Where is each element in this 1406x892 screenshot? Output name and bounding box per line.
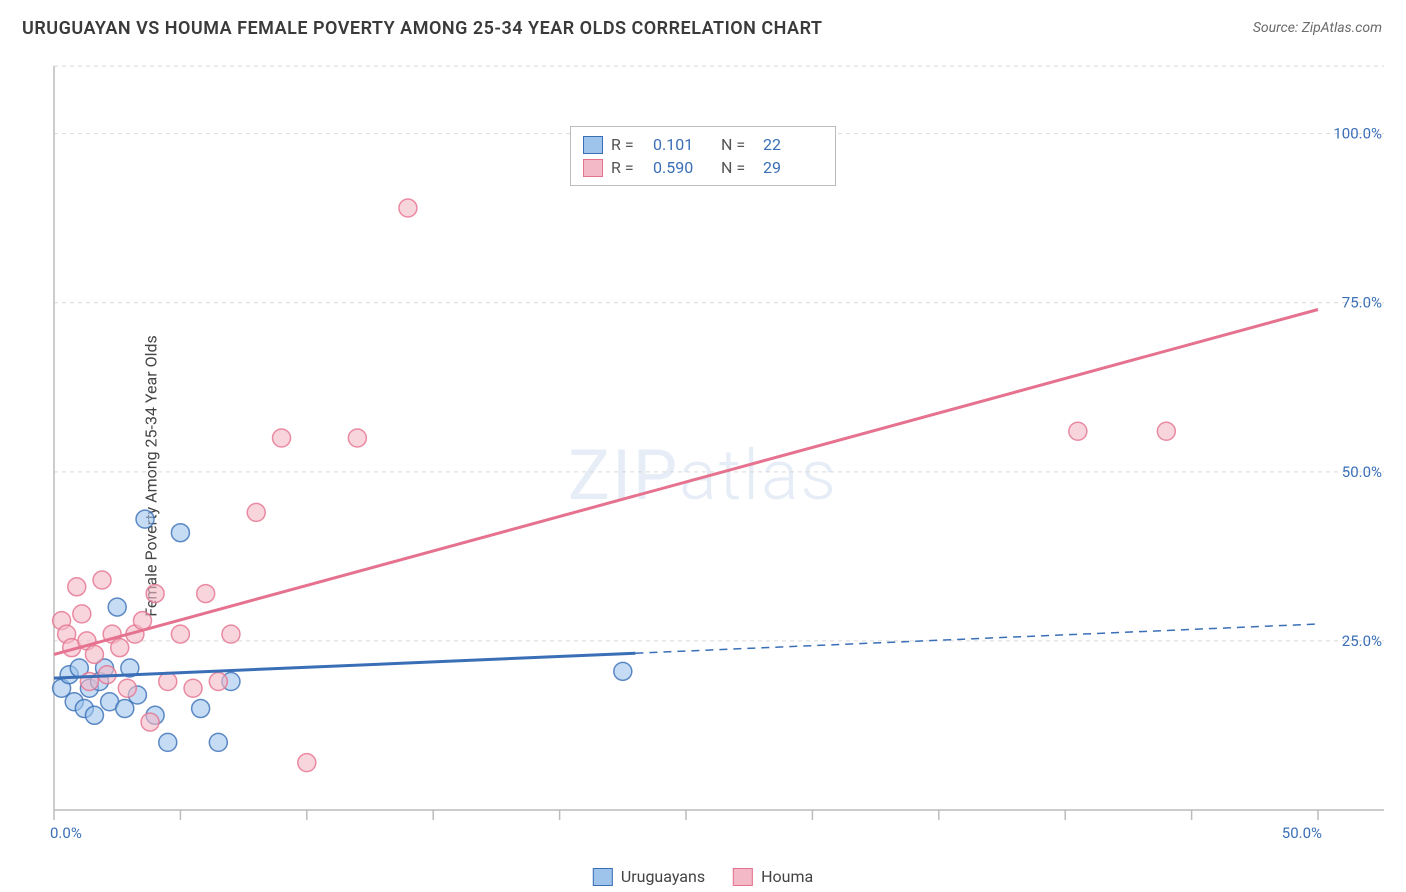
svg-text:25.0%: 25.0%: [1342, 632, 1382, 650]
stats-n-value: 29: [763, 158, 823, 177]
stats-r-label: R =: [611, 158, 645, 177]
legend-swatch-icon: [583, 159, 603, 177]
stats-legend: R = 0.101 N = 22 R = 0.590 N = 29: [570, 126, 836, 186]
svg-text:75.0%: 75.0%: [1342, 294, 1382, 312]
series-legend-item: Uruguayans: [593, 867, 705, 886]
series-legend-item: Houma: [733, 867, 813, 886]
stats-n-label: N =: [721, 158, 755, 177]
svg-text:100.0%: 100.0%: [1333, 125, 1382, 143]
series-legend-label: Uruguayans: [621, 867, 705, 886]
legend-swatch-icon: [593, 868, 613, 886]
svg-text:50.0%: 50.0%: [1342, 463, 1382, 481]
page-title: URUGUAYAN VS HOUMA FEMALE POVERTY AMONG …: [22, 18, 823, 39]
legend-swatch-icon: [733, 868, 753, 886]
stats-r-value: 0.590: [653, 158, 713, 177]
source-credit: Source: ZipAtlas.com: [1253, 20, 1382, 36]
chart-container: Female Poverty Among 25-34 Year Olds ZIP…: [0, 60, 1406, 892]
series-legend-label: Houma: [761, 867, 813, 886]
series-legend: Uruguayans Houma: [593, 867, 813, 886]
stats-legend-row: R = 0.590 N = 29: [583, 156, 823, 179]
stats-legend-row: R = 0.101 N = 22: [583, 133, 823, 156]
svg-text:0.0%: 0.0%: [50, 824, 82, 842]
stats-r-value: 0.101: [653, 135, 713, 154]
stats-n-label: N =: [721, 135, 755, 154]
stats-n-value: 22: [763, 135, 823, 154]
stats-r-label: R =: [611, 135, 645, 154]
svg-text:50.0%: 50.0%: [1282, 824, 1322, 842]
legend-swatch-icon: [583, 136, 603, 154]
